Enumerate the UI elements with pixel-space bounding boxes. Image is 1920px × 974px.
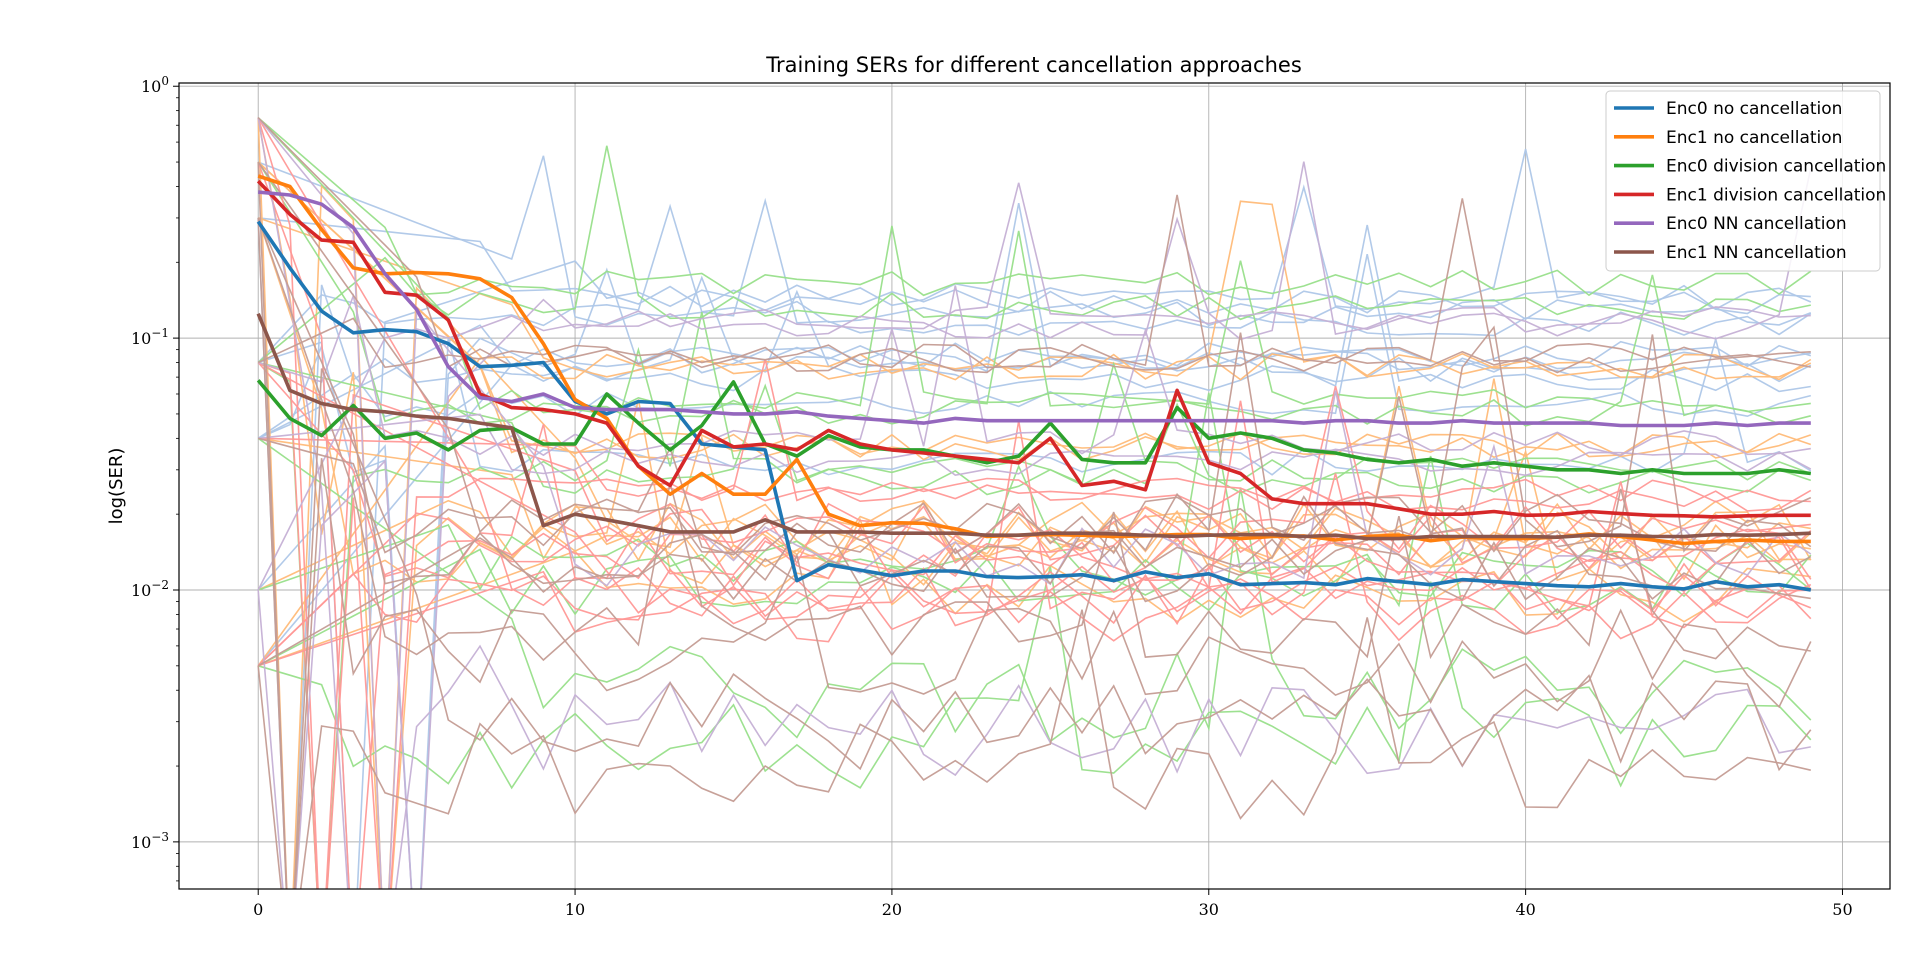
series-line [256,379,1812,476]
legend-entry: Enc1 division cancellation [1614,185,1886,205]
background-run-line [257,194,1811,369]
series-line [258,190,1811,428]
x-axis: 0 10 20 30 40 50 [253,889,1853,919]
background-run-line [257,117,1811,415]
legend-label: Enc0 division cancellation [1666,157,1886,177]
plot-area: 0 10 20 30 40 50 10−3 10−2 10−1 100 log(SER) [106,74,1891,919]
y-tick-label: 10−3 [131,830,169,852]
background-run-line [257,117,1811,627]
y-axis: 10−3 10−2 10−1 100 [131,74,179,882]
background-run-line [257,566,1812,790]
background-run-line [257,260,1811,889]
background-run-line [257,325,1812,555]
background-run-line [257,609,1811,889]
legend-label: Enc0 no cancellation [1666,99,1842,119]
x-tick-label: 50 [1832,900,1852,919]
background-run-line [257,162,1812,889]
background-run-line [257,217,1812,381]
y-tick-label: 100 [141,74,169,96]
background-run-line [257,155,1812,337]
background-run-line [257,117,1812,889]
background-run-line [257,224,1811,667]
background-run-line [257,336,1812,889]
background-run-line [257,217,1812,889]
background-run-line [257,203,1811,440]
x-tick-label: 0 [253,900,263,919]
series-line [256,220,1812,592]
background-run-line [257,473,1812,667]
background-run-line [257,267,1812,889]
background-run-line [257,217,1812,589]
legend-entry: Enc0 division cancellation [1614,157,1886,177]
x-tick-label: 10 [565,900,585,919]
background-run-line [257,161,1811,427]
background-run-line [257,392,1812,598]
background-run-line [257,200,1812,667]
legend-label: Enc1 NN cancellation [1666,243,1847,263]
background-run-line [257,256,1812,364]
background-run-line [257,117,1812,889]
legend: Enc0 no cancellation Enc1 no cancellation… [1605,90,1886,272]
background-run-line [257,361,1812,629]
axes-frame [178,82,1891,890]
background-run-line [257,217,1811,662]
chart-title: Training SERs for different cancellation… [765,53,1302,77]
legend-label: Enc0 NN cancellation [1666,214,1847,234]
legend-label: Enc1 division cancellation [1666,185,1886,205]
background-run-line [257,437,1812,743]
background-run-line [257,117,1811,889]
background-run-line [257,455,1812,667]
x-tick-label: 40 [1515,900,1535,919]
background-run-line [257,182,1811,889]
background-run-line [257,161,1812,889]
legend-entry: Enc1 NN cancellation [1614,243,1847,263]
legend-box [1605,90,1881,272]
x-tick-label: 20 [882,900,902,919]
y-tick-label: 10−1 [131,326,169,348]
y-tick-label: 10−2 [131,578,169,600]
main-series-lines [256,174,1812,592]
background-run-line [257,117,1811,889]
legend-entry: Enc0 NN cancellation [1614,214,1847,234]
legend-entry: Enc0 no cancellation [1614,99,1842,119]
legend-label: Enc1 no cancellation [1666,128,1842,148]
background-run-line [257,161,1812,591]
x-tick-label: 30 [1199,900,1219,919]
series-line [256,179,1811,519]
background-run-line [257,495,1811,667]
legend-entry: Enc1 no cancellation [1614,128,1842,148]
background-run-line [257,203,1812,364]
y-axis-label: log(SER) [106,448,127,525]
series-line [256,313,1811,541]
background-run-line [257,312,1812,889]
background-run-line [257,161,1812,556]
